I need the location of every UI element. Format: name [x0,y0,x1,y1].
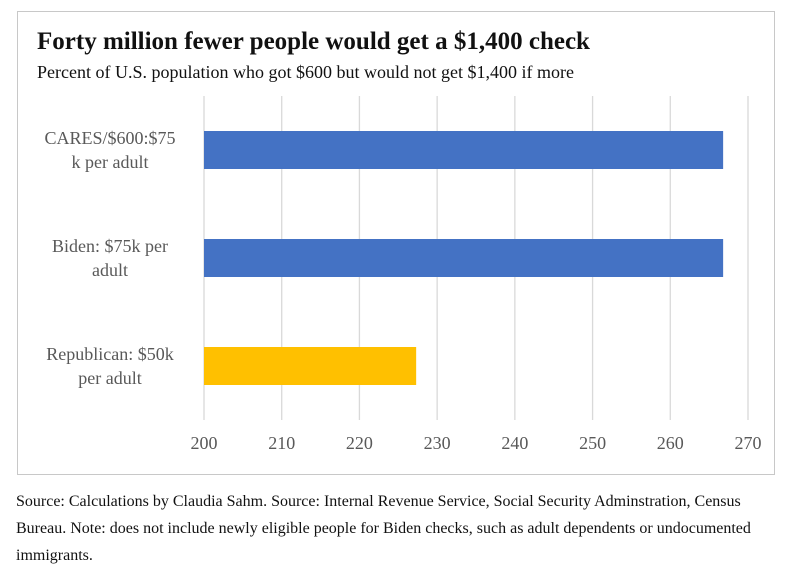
bar-2 [204,239,724,277]
x-tick-label: 240 [501,433,528,453]
bar-3 [204,347,417,385]
x-tick-label: 270 [735,433,762,453]
chart-title: Forty million fewer people would get a $… [37,28,590,55]
x-tick-label: 230 [424,433,451,453]
category-label: Biden: $75k per adult [52,236,168,280]
x-tick-label: 250 [579,433,606,453]
category-label: Republican: $50k per adult [46,344,173,388]
x-tick-label: 210 [268,433,295,453]
source-note: Source: Calculations by Claudia Sahm. So… [16,493,751,564]
chart-subtitle: Percent of U.S. population who got $600 … [37,62,574,82]
x-tick-label: 220 [346,433,373,453]
x-tick-label: 260 [657,433,684,453]
bar-1 [204,131,724,169]
category-label: CARES/$600:$75 k per adult [44,128,175,172]
x-tick-label: 200 [191,433,218,453]
